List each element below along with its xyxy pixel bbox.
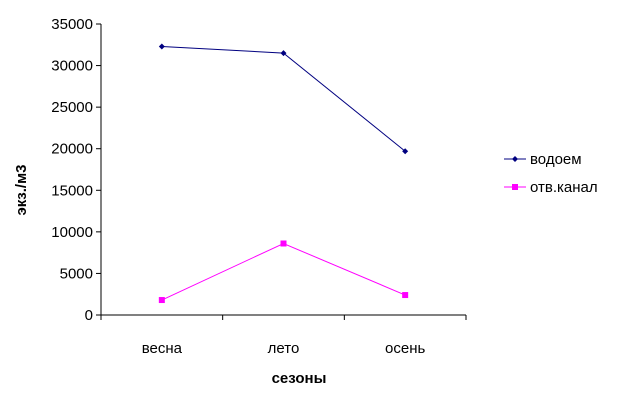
y-tick-label: 0 [85, 307, 93, 324]
x-tick-label: лето [268, 340, 300, 357]
x-tick-label: осень [385, 340, 425, 357]
data-point [158, 297, 165, 304]
y-axis-title: экз./м3 [13, 164, 30, 215]
legend-swatch-marker [512, 184, 518, 190]
y-tick-label: 15000 [51, 182, 93, 199]
data-point [280, 50, 287, 57]
legend-label: водоем [530, 151, 582, 168]
y-tick-label: 20000 [51, 141, 93, 158]
data-point [280, 240, 287, 247]
y-tick-label: 30000 [51, 58, 93, 75]
legend-item: водоем [504, 151, 582, 168]
x-axis-title: сезоны [272, 370, 327, 387]
y-tick-label: 10000 [51, 224, 93, 241]
series-line [161, 242, 406, 301]
y-axis-ticks: 0 5000 10000 15000 20000 25000 30000 35000 [51, 16, 101, 324]
legend-swatch-marker [512, 156, 518, 162]
legend-item: отв.канал [504, 179, 598, 196]
series-2 [158, 240, 409, 304]
data-point [402, 148, 409, 155]
chart-axes [100, 24, 466, 316]
legend: водоем отв.канал [504, 151, 598, 196]
y-tick-label: 5000 [60, 265, 93, 282]
data-point [158, 43, 165, 50]
x-tick-label: весна [142, 340, 183, 357]
series-1 [158, 43, 409, 155]
y-tick-label: 25000 [51, 99, 93, 116]
series-line [161, 45, 406, 152]
series-layer [158, 43, 409, 304]
data-point [402, 292, 409, 299]
y-tick-label: 35000 [51, 16, 93, 33]
x-axis-ticks: весна лето осень [100, 315, 467, 357]
legend-label: отв.канал [530, 179, 598, 196]
